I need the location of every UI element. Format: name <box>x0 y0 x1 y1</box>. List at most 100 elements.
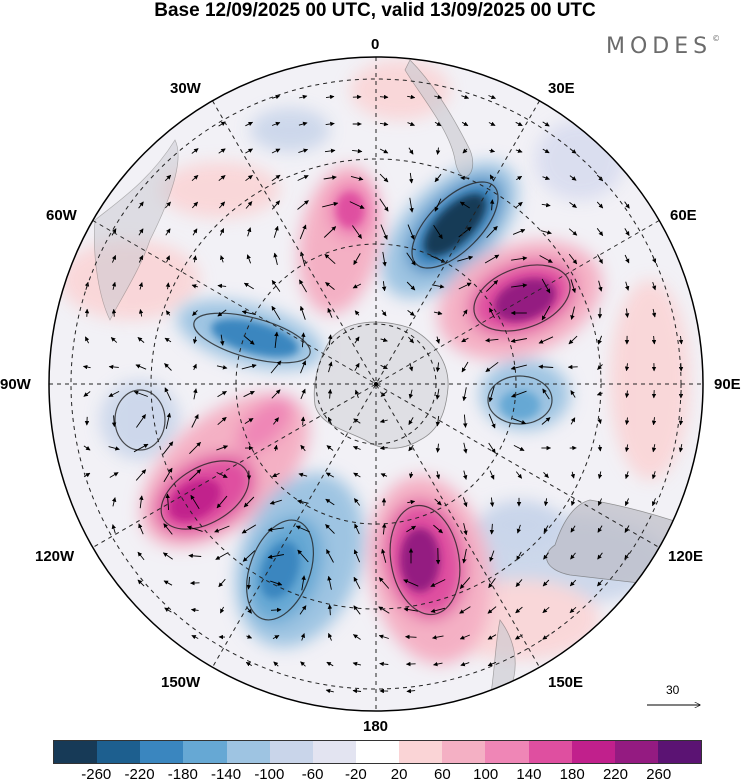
chart-title: Base 12/09/2025 00 UTC, valid 13/09/2025… <box>154 0 596 21</box>
wind-arrow <box>267 527 284 532</box>
colorbar-swatch <box>269 741 313 763</box>
wind-arrow <box>512 229 526 235</box>
wind-arrow <box>541 305 551 321</box>
wind-arrow <box>354 389 360 399</box>
wind-arrow <box>624 308 630 318</box>
wind-arrow <box>300 633 305 641</box>
colorbar-swatch <box>442 741 486 763</box>
wind-arrow <box>218 148 226 154</box>
wind-arrow <box>215 552 229 560</box>
wind-arrow <box>324 253 336 265</box>
wind-arrow <box>462 548 467 564</box>
wind-arrow <box>272 472 280 478</box>
wind-arrow <box>137 551 145 561</box>
wind-arrow <box>407 310 415 316</box>
antarctica-shape <box>313 321 449 449</box>
lon-label-120w: 120W <box>35 548 75 565</box>
wind-arrow <box>138 309 144 317</box>
wind-arrow <box>458 226 472 238</box>
wind-arrow <box>300 360 307 374</box>
colorbar-swatch <box>183 741 227 763</box>
wind-arrow <box>352 445 361 451</box>
wind-arrow <box>597 579 603 587</box>
wind-arrow <box>435 471 441 480</box>
wind-arrow <box>327 334 333 346</box>
lon-label-90w: 90W <box>0 376 31 393</box>
wind-arrow <box>325 94 335 100</box>
wind-arrow <box>568 335 578 345</box>
wind-arrow <box>325 282 335 290</box>
wind-arrow <box>273 252 278 266</box>
wind-arrow <box>218 175 226 181</box>
lon-label-90e: 90E <box>714 376 741 393</box>
wind-arrow <box>488 386 495 403</box>
wind-arrow <box>246 254 252 264</box>
wind-arrow <box>489 497 495 507</box>
wind-arrow <box>165 228 171 236</box>
wind-arrow <box>543 552 549 560</box>
colorbar-swatch <box>528 741 572 763</box>
wind-arrow <box>164 607 172 613</box>
wind-arrow <box>515 606 523 614</box>
wind-arrow <box>488 121 496 126</box>
wind-arrow <box>271 305 281 321</box>
wind-arrow <box>352 661 362 667</box>
wind-arrow <box>624 444 630 453</box>
colorbar-swatch <box>226 741 270 763</box>
colorbar <box>53 740 702 764</box>
wind-arrow <box>378 577 390 589</box>
wind-arrow <box>327 307 333 318</box>
wind-arrow <box>165 493 170 511</box>
wind-arrow <box>487 661 497 667</box>
wind-arrow <box>299 605 307 615</box>
colorbar-tick-label: -20 <box>345 766 367 783</box>
wind-arrow <box>406 525 416 533</box>
wind-arrow <box>489 470 495 480</box>
wind-arrow <box>324 148 336 154</box>
wind-arrow <box>271 174 281 182</box>
lon-label-150e: 150E <box>548 674 584 691</box>
wind-arrow <box>192 363 197 371</box>
lon-label-60w: 60W <box>46 207 77 224</box>
wind-arrow <box>298 148 309 154</box>
wind-arrow <box>323 226 337 238</box>
wind-arrow <box>190 607 199 613</box>
wind-arrow <box>651 281 657 291</box>
wind-arrow <box>624 363 630 372</box>
wind-arrow <box>164 174 172 182</box>
wind-arrow <box>269 499 282 505</box>
wind-arrow <box>301 332 306 348</box>
wind-arrow <box>325 688 334 694</box>
wind-arrow <box>191 284 199 289</box>
wind-arrow <box>242 550 256 562</box>
wind-arrow <box>220 255 225 263</box>
wind-arrow <box>110 337 118 343</box>
wind-arrow <box>325 498 335 506</box>
wind-arrow <box>462 497 468 508</box>
wind-arrow <box>408 389 414 399</box>
wind-arrow <box>512 417 527 425</box>
wind-arrow <box>434 198 442 212</box>
wind-arrow <box>299 224 307 240</box>
wind-arrow <box>270 580 283 586</box>
wind-arrow <box>216 365 228 370</box>
lon-label-180: 180 <box>363 718 389 735</box>
wind-arrow <box>165 282 171 290</box>
wind-arrow <box>458 282 472 290</box>
wind-arrow <box>272 635 280 640</box>
wind-arrow <box>542 175 550 180</box>
wind-arrow <box>406 252 416 266</box>
wind-arrow <box>271 121 281 127</box>
lon-label-30e: 30E <box>548 80 575 97</box>
wind-arrow <box>273 225 279 238</box>
wind-arrow <box>186 525 203 532</box>
wind-arrow <box>678 444 684 453</box>
colorbar-tick-label: -180 <box>167 766 198 783</box>
wind-arrow <box>624 498 630 507</box>
wind-arrow <box>432 635 444 640</box>
wind-arrow <box>651 471 657 480</box>
wind-arrow <box>246 634 253 639</box>
wind-arrow <box>111 308 117 317</box>
wind-arrow <box>352 225 362 239</box>
wind-arrow <box>597 444 603 452</box>
